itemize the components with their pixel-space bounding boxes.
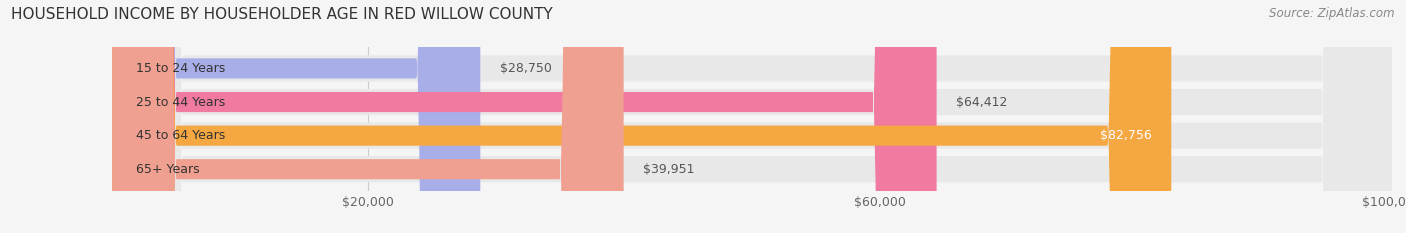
FancyBboxPatch shape <box>112 0 936 233</box>
Text: 45 to 64 Years: 45 to 64 Years <box>135 129 225 142</box>
Text: $64,412: $64,412 <box>956 96 1007 109</box>
FancyBboxPatch shape <box>112 0 1171 233</box>
Text: 65+ Years: 65+ Years <box>135 163 200 176</box>
Text: 25 to 44 Years: 25 to 44 Years <box>135 96 225 109</box>
FancyBboxPatch shape <box>112 0 1392 233</box>
Text: HOUSEHOLD INCOME BY HOUSEHOLDER AGE IN RED WILLOW COUNTY: HOUSEHOLD INCOME BY HOUSEHOLDER AGE IN R… <box>11 7 553 22</box>
FancyBboxPatch shape <box>112 0 1392 233</box>
Text: $39,951: $39,951 <box>643 163 695 176</box>
FancyBboxPatch shape <box>112 0 1392 233</box>
Text: 15 to 24 Years: 15 to 24 Years <box>135 62 225 75</box>
FancyBboxPatch shape <box>112 0 624 233</box>
FancyBboxPatch shape <box>112 0 1392 233</box>
Text: $28,750: $28,750 <box>499 62 551 75</box>
FancyBboxPatch shape <box>112 0 481 233</box>
Text: $82,756: $82,756 <box>1101 129 1152 142</box>
Text: Source: ZipAtlas.com: Source: ZipAtlas.com <box>1270 7 1395 20</box>
